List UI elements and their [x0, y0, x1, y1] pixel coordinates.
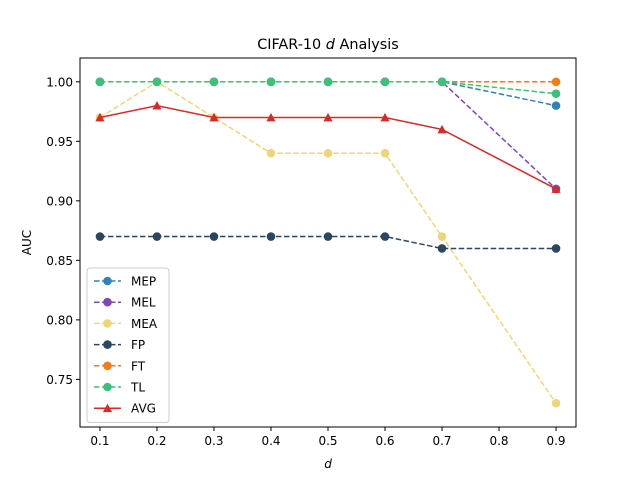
- y-axis: 0.75 0.80 0.85 0.90 0.95 1.00: [46, 75, 80, 387]
- data-point: [323, 148, 333, 158]
- legend-label: MEP: [131, 275, 156, 289]
- series-avg: [95, 101, 561, 193]
- data-point: [437, 77, 447, 87]
- x-axis-label: d: [324, 457, 332, 471]
- data-point: [152, 232, 162, 241]
- y-tick-label: 0.95: [46, 135, 73, 149]
- x-tick-label: 0.1: [90, 434, 109, 448]
- legend-entry: TL: [94, 381, 145, 395]
- data-point: [380, 112, 390, 122]
- data-point: [266, 148, 276, 158]
- legend-marker: [103, 340, 112, 349]
- legend-label: MEA: [131, 317, 158, 331]
- y-axis-label: AUC: [20, 230, 34, 255]
- x-tick-label: 0.9: [546, 434, 565, 448]
- series-line: [99, 81, 557, 95]
- data-point: [437, 124, 447, 134]
- legend-entry: FT: [94, 359, 146, 373]
- data-point: [209, 112, 219, 122]
- legend-marker: [103, 297, 112, 307]
- y-tick-label: 0.85: [46, 254, 73, 268]
- data-point: [266, 232, 276, 241]
- series-tl: [95, 77, 561, 99]
- y-tick-label: 0.90: [46, 194, 73, 208]
- data-point: [551, 398, 561, 408]
- series-mel: [95, 77, 561, 194]
- data-point: [95, 232, 105, 241]
- legend-marker: [103, 276, 112, 286]
- legend-marker: [103, 382, 112, 392]
- data-point: [209, 77, 219, 87]
- data-point: [551, 77, 561, 87]
- legend-entry: AVG: [94, 402, 156, 416]
- data-point: [551, 101, 561, 110]
- legend-marker: [102, 403, 113, 413]
- legend-marker: [103, 361, 112, 371]
- legend-label: TL: [130, 381, 145, 395]
- x-tick-label: 0.8: [489, 434, 508, 448]
- data-point: [323, 232, 333, 241]
- data-point: [380, 77, 390, 87]
- data-point: [551, 89, 561, 99]
- data-point: [437, 232, 447, 241]
- data-point: [95, 112, 105, 122]
- legend-label: FT: [131, 359, 146, 373]
- chart-title: CIFAR-10 d Analysis: [257, 37, 399, 53]
- data-point: [266, 112, 276, 122]
- data-point: [266, 77, 276, 87]
- legend-entry: MEL: [94, 296, 156, 310]
- legend: MEP MEL MEA FP FT TL AVG: [86, 267, 170, 423]
- x-tick-label: 0.7: [432, 434, 451, 448]
- x-tick-label: 0.3: [204, 434, 223, 448]
- legend-label: AVG: [131, 402, 156, 416]
- legend-entry: MEP: [94, 275, 156, 289]
- legend-entry: MEA: [94, 317, 158, 331]
- data-point: [380, 148, 390, 158]
- legend-marker: [103, 319, 112, 328]
- legend-label: MEL: [131, 296, 156, 310]
- series-line: [99, 235, 557, 250]
- y-tick-label: 0.80: [46, 313, 73, 327]
- series-line: [99, 81, 557, 190]
- x-tick-label: 0.4: [261, 434, 280, 448]
- y-tick-label: 1.00: [46, 75, 73, 89]
- data-point: [323, 77, 333, 87]
- data-point: [152, 77, 162, 87]
- series-line: [99, 104, 557, 190]
- data-point: [380, 232, 390, 241]
- x-tick-label: 0.5: [318, 434, 337, 448]
- legend-entry: FP: [94, 338, 145, 352]
- data-point: [209, 232, 219, 241]
- plot-area: [95, 77, 561, 408]
- data-point: [551, 184, 561, 193]
- x-tick-label: 0.2: [147, 434, 166, 448]
- y-tick-label: 0.75: [46, 373, 73, 387]
- series-fp: [95, 232, 561, 253]
- x-axis: 0.1 0.2 0.3 0.4 0.5 0.6 0.7 0.8 0.9: [90, 427, 566, 448]
- x-tick-label: 0.6: [375, 434, 394, 448]
- data-point: [152, 101, 162, 110]
- legend-label: FP: [131, 338, 145, 352]
- data-point: [437, 244, 447, 253]
- data-point: [551, 244, 561, 253]
- data-point: [95, 77, 105, 87]
- data-point: [323, 112, 333, 122]
